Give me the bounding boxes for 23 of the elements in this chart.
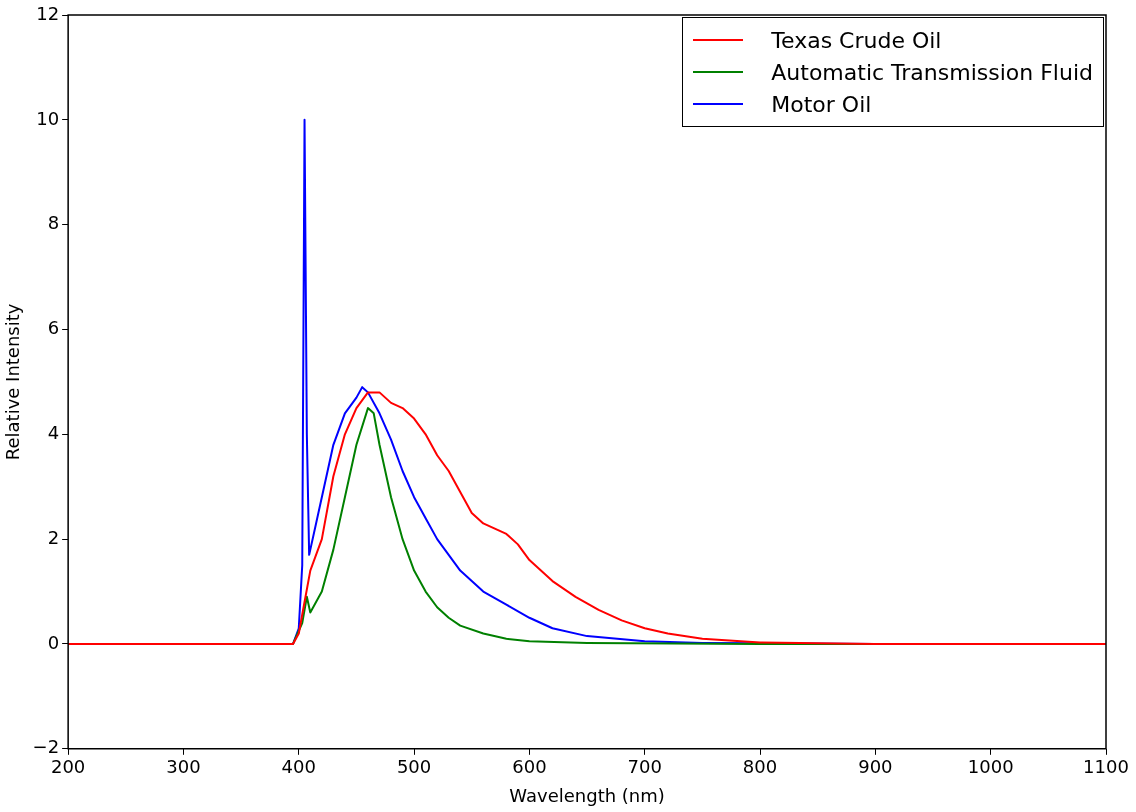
y-tick-label: −2 [32, 736, 60, 758]
x-tick-label: 300 [166, 756, 201, 778]
y-tick-label: 10 [36, 107, 60, 129]
x-tick-label: 200 [50, 756, 86, 778]
x-tick-label: 600 [512, 756, 547, 778]
x-tick-label: 1000 [967, 756, 1014, 778]
x-tick-label: 1100 [1083, 756, 1129, 778]
x-axis-title: Wavelength (nm) [509, 784, 665, 806]
legend-label: Texas Crude Oil [771, 27, 942, 53]
y-tick-label: 2 [47, 526, 60, 548]
y-tick-label: 8 [47, 212, 60, 234]
y-tick-label: 12 [36, 2, 60, 24]
x-tick-label: 800 [742, 756, 778, 778]
legend-label: Motor Oil [771, 91, 872, 117]
y-axis-title: Relative Intensity [2, 303, 24, 461]
y-tick-label: 4 [47, 421, 60, 443]
x-tick-label: 400 [281, 756, 316, 778]
y-tick-label: 6 [47, 317, 60, 339]
x-tick-label: 700 [627, 756, 662, 778]
x-tick-label: 500 [396, 756, 432, 778]
y-tick-label: 0 [47, 631, 60, 653]
legend-label: Automatic Transmission Fluid [771, 59, 1093, 85]
x-tick-label: 900 [858, 756, 893, 778]
